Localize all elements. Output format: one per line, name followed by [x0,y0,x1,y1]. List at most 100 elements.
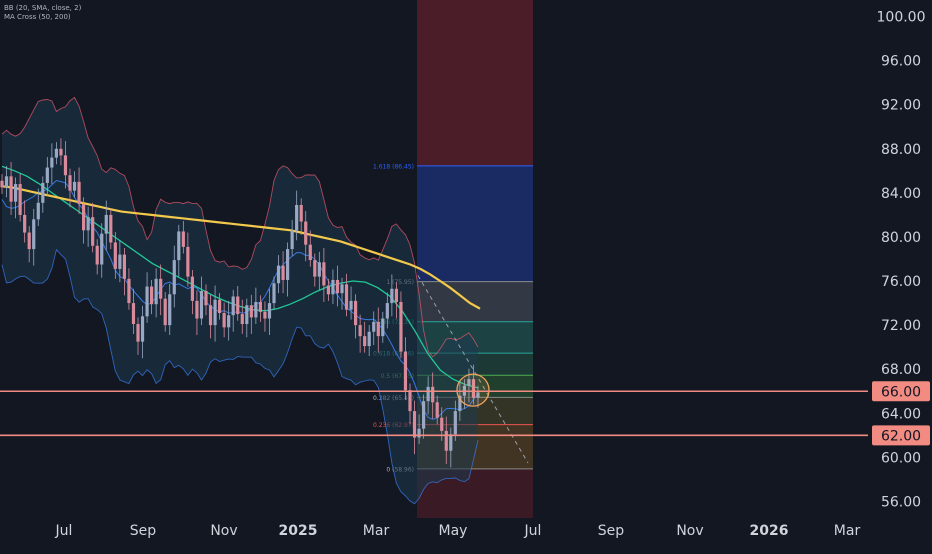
candle-body[interactable] [82,203,86,231]
candle-body[interactable] [168,294,172,326]
candle-body[interactable] [267,303,272,319]
candle-body[interactable] [295,204,299,231]
candle-body[interactable] [290,230,294,250]
price-level-tag[interactable] [872,381,930,402]
legend-ma-cross[interactable]: MA Cross (50, 200) [4,13,71,21]
candle-body[interactable] [14,184,18,202]
candle-body[interactable] [150,286,154,305]
candle-body[interactable] [467,379,471,386]
candle-body[interactable] [113,242,117,269]
candle-body[interactable] [249,305,253,318]
candle-body[interactable] [354,300,358,326]
candle-body[interactable] [227,315,231,328]
candle-body[interactable] [376,321,380,337]
candle-body[interactable] [59,148,63,156]
candle-body[interactable] [254,301,258,318]
candle-body[interactable] [422,401,426,429]
candle-body[interactable] [308,244,312,261]
candle-body[interactable] [403,351,408,391]
candle-body[interactable] [23,214,27,233]
candle-body[interactable] [9,176,13,202]
candle-body[interactable] [109,214,113,243]
circle-annotation[interactable] [456,373,490,407]
candle-body[interactable] [50,157,54,168]
candle-body[interactable] [45,167,49,183]
candle-body[interactable] [199,290,204,319]
candle-body[interactable] [367,331,371,347]
candle-body[interactable] [272,283,276,304]
candle-body[interactable] [54,148,58,158]
candle-body[interactable] [245,305,249,325]
candle-body[interactable] [131,303,136,325]
candle-body[interactable] [317,262,321,277]
candle-body[interactable] [122,254,126,279]
candle-body[interactable] [218,299,222,314]
price-level-tag[interactable] [872,425,930,446]
candle-body[interactable] [140,316,145,342]
candle-body[interactable] [431,386,435,403]
candle-body[interactable] [63,155,68,176]
candle-body[interactable] [236,296,240,315]
candle-body[interactable] [195,300,199,319]
candle-body[interactable] [258,301,262,312]
candle-body[interactable] [340,284,344,294]
candle-body[interactable] [181,231,185,247]
candle-body[interactable] [426,386,430,402]
legend-bollinger[interactable]: BB (20, SMA, close, 2) [4,4,82,12]
candle-body[interactable] [36,202,40,220]
candle-body[interactable] [458,395,462,412]
candle-body[interactable] [476,392,480,398]
candle-body[interactable] [72,181,77,191]
candle-body[interactable] [263,311,267,319]
candle-body[interactable] [313,260,317,277]
candle-body[interactable] [136,324,140,342]
candle-body[interactable] [77,181,81,204]
candle-body[interactable] [154,278,158,305]
candle-body[interactable] [440,417,444,431]
candle-body[interactable] [322,262,326,286]
candle-body[interactable] [349,300,353,310]
candle-body[interactable] [412,411,417,438]
candle-body[interactable] [100,233,104,265]
candle-body[interactable] [68,175,72,191]
candle-body[interactable] [304,221,308,245]
candle-body[interactable] [186,246,190,277]
candle-body[interactable] [204,290,208,306]
candle-body[interactable] [95,245,99,265]
candle-body[interactable] [145,286,149,317]
candle-body[interactable] [363,336,367,347]
candle-body[interactable] [326,285,330,295]
candle-body[interactable] [91,217,95,246]
candle-body[interactable] [222,313,226,328]
candle-body[interactable] [159,278,163,299]
candle-body[interactable] [449,434,453,451]
candle-body[interactable] [408,390,412,412]
candle-body[interactable] [41,182,45,203]
candle-body[interactable] [471,379,476,398]
candle-body[interactable] [4,176,9,188]
candle-body[interactable] [86,217,90,231]
candle-body[interactable] [118,254,122,269]
candle-body[interactable] [299,204,303,222]
candle-body[interactable] [208,305,213,326]
candle-body[interactable] [331,279,335,295]
candle-body[interactable] [32,219,36,250]
candle-body[interactable] [231,296,235,316]
candle-body[interactable] [281,265,285,280]
candle-body[interactable] [163,298,167,326]
candle-body[interactable] [276,265,281,284]
candle-body[interactable] [172,260,176,295]
candle-body[interactable] [358,325,362,337]
candle-body[interactable] [190,276,194,301]
candle-body[interactable] [381,318,385,337]
candle-body[interactable] [240,314,244,325]
candle-body[interactable] [335,279,340,294]
candle-body[interactable] [104,214,108,234]
candle-body[interactable] [27,232,31,250]
candle-body[interactable] [0,180,4,188]
candle-body[interactable] [444,430,448,451]
candle-body[interactable] [417,428,421,438]
candle-body[interactable] [18,184,22,215]
candle-body[interactable] [390,288,394,304]
